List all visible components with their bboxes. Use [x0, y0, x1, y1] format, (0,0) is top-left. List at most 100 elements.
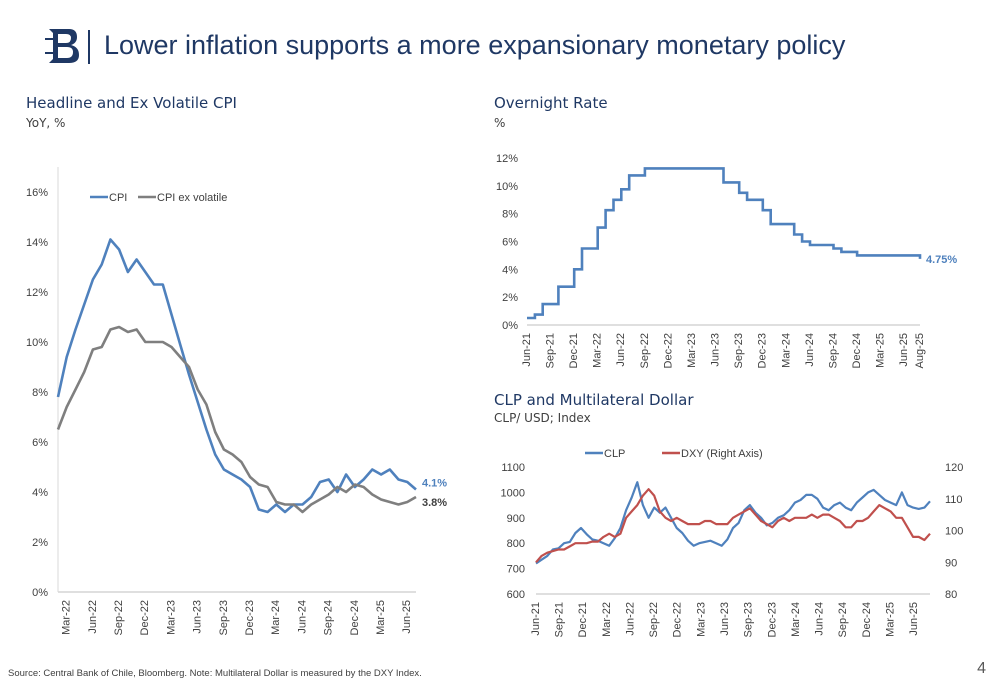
cpi-y-tick-label: 8% [32, 387, 48, 399]
clp-y-left-tick-label: 900 [507, 513, 525, 525]
cpi-end-label: 4.1% [422, 478, 447, 490]
cpi-x-tick-label: Dec-23 [244, 600, 256, 635]
legend-cpi-ex-volatile-label: CPI ex volatile [157, 192, 227, 204]
clp-chart-subtitle: CLP/ USD; Index [494, 411, 591, 425]
clp-x-tick-label: Mar-23 [695, 602, 707, 637]
rate-x-tick-label: Mar-22 [592, 333, 604, 368]
clp-x-tick-label: Jun-24 [814, 602, 826, 636]
cpi-chart-subtitle: YoY, % [26, 116, 66, 130]
clp-series-line [535, 481, 931, 565]
clp-y-right-tick-label: 120 [945, 462, 963, 474]
clp-x-tick-label: Dec-22 [672, 602, 684, 637]
rate-x-tick-label: Sep-22 [639, 333, 651, 368]
company-logo-icon [45, 29, 79, 63]
cpi-ex-volatile-series-line [56, 325, 417, 514]
cpi-y-tick-label: 12% [26, 287, 48, 299]
rate-x-tick-label: Sep-23 [733, 333, 745, 368]
title-divider [88, 30, 90, 64]
clp-x-tick-label: Sep-21 [554, 602, 566, 637]
rate-y-tick-label: 6% [502, 237, 518, 249]
legend-clp-label: CLP [604, 448, 625, 460]
cpi-x-tick-label: Jun-24 [296, 600, 308, 634]
clp-y-left-tick-label: 600 [507, 589, 525, 601]
cpi-x-tick-label: Jun-23 [192, 600, 204, 634]
rate-x-tick-label: Dec-23 [757, 333, 769, 368]
cpi-y-tick-label: 4% [32, 487, 48, 499]
cpi-y-tick-label: 0% [32, 587, 48, 599]
rate-y-tick-label: 8% [502, 209, 518, 221]
clp-x-tick-label: Sep-23 [743, 602, 755, 637]
clp-y-left-tick-label: 700 [507, 564, 525, 576]
cpi-x-tick-label: Dec-22 [139, 600, 151, 635]
cpi-y-tick-label: 16% [26, 187, 48, 199]
clp-y-left-tick-label: 1000 [501, 487, 525, 499]
clp-chart-title: CLP and Multilateral Dollar [494, 391, 694, 409]
overnight-rate-series-line [527, 167, 922, 320]
cpi-x-tick-label: Jun-25 [401, 600, 413, 634]
clp-x-tick-label: Sep-22 [648, 602, 660, 637]
rate-x-tick-label: Dec-21 [568, 333, 580, 368]
rate-x-tick-label: Aug-25 [914, 333, 926, 368]
clp-x-tick-label: Jun-23 [719, 602, 731, 636]
rate-x-tick-label: Jun-21 [521, 333, 533, 367]
clp-x-tick-label: Jun-25 [908, 602, 920, 636]
clp-y-right-tick-label: 90 [945, 557, 957, 569]
cpi-x-tick-label: Sep-22 [113, 600, 125, 635]
cpi-x-tick-label: Mar-24 [270, 600, 282, 635]
clp-x-tick-label: Mar-22 [601, 602, 613, 637]
rate-x-tick-label: Sep-21 [544, 333, 556, 368]
rate-y-tick-label: 10% [496, 181, 518, 193]
clp-x-tick-label: Dec-24 [861, 602, 873, 637]
cpi-x-tick-label: Jun-22 [87, 600, 99, 634]
cpi-y-tick-label: 6% [32, 437, 48, 449]
rate-x-tick-label: Jun-25 [898, 333, 910, 367]
slide-title: Lower inflation supports a more expansio… [104, 30, 846, 60]
clp-x-tick-label: Jun-21 [530, 602, 542, 636]
clp-x-tick-label: Jun-22 [624, 602, 636, 636]
cpi-x-tick-label: Sep-24 [323, 600, 335, 635]
clp-x-tick-label: Sep-24 [837, 602, 849, 637]
cpi-y-tick-label: 2% [32, 537, 48, 549]
rate-x-tick-label: Mar-23 [686, 333, 698, 368]
rate-y-tick-label: 2% [502, 292, 518, 304]
rate-x-tick-label: Mar-25 [875, 333, 887, 368]
cpi-y-tick-label: 14% [26, 237, 48, 249]
cpi-y-tick-label: 10% [26, 337, 48, 349]
cpi-ex-volatile-end-label: 3.8% [422, 497, 447, 509]
rate-x-tick-label: Jun-24 [804, 333, 816, 367]
clp-y-left-tick-label: 800 [507, 538, 525, 550]
rate-y-tick-label: 4% [502, 264, 518, 276]
rate-x-tick-label: Sep-24 [827, 333, 839, 368]
rate-y-tick-label: 12% [496, 153, 518, 165]
cpi-x-tick-label: Mar-25 [375, 600, 387, 635]
clp-y-right-tick-label: 80 [945, 589, 957, 601]
rate-x-tick-label: Jun-22 [615, 333, 627, 367]
rate-x-tick-label: Dec-24 [851, 333, 863, 368]
clp-y-right-tick-label: 110 [945, 494, 963, 506]
cpi-x-tick-label: Mar-23 [165, 600, 177, 635]
clp-x-tick-label: Mar-24 [790, 602, 802, 637]
cpi-x-tick-label: Dec-24 [349, 600, 361, 635]
rate-x-tick-label: Mar-24 [780, 333, 792, 368]
cpi-chart-title: Headline and Ex Volatile CPI [26, 94, 237, 112]
cpi-x-tick-label: Sep-23 [218, 600, 230, 635]
clp-y-left-tick-label: 1100 [501, 462, 525, 474]
rate-y-tick-label: 0% [502, 320, 518, 332]
clp-x-tick-label: Mar-25 [885, 602, 897, 637]
page-number: 4 [977, 660, 986, 677]
rate-chart-subtitle: % [494, 116, 506, 130]
rate-chart-title: Overnight Rate [494, 94, 608, 112]
clp-x-tick-label: Dec-23 [766, 602, 778, 637]
overnight-rate-end-label: 4.75% [926, 254, 957, 266]
rate-x-tick-label: Jun-23 [710, 333, 722, 367]
clp-x-tick-label: Dec-21 [577, 602, 589, 637]
legend-cpi-label: CPI [109, 192, 127, 204]
dxy-series-line [535, 488, 931, 564]
source-footnote: Source: Central Bank of Chile, Bloomberg… [8, 668, 422, 679]
clp-y-right-tick-label: 100 [945, 526, 963, 538]
cpi-x-tick-label: Mar-22 [61, 600, 73, 635]
legend-dxy-label: DXY (Right Axis) [681, 448, 763, 460]
